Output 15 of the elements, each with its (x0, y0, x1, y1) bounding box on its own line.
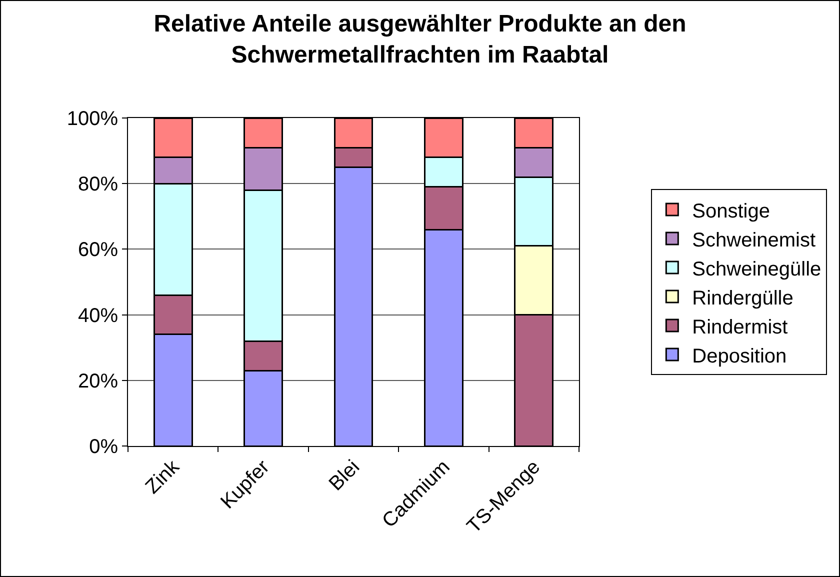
x-tick-label: Blei (324, 456, 364, 496)
chart-title: Relative Anteile ausgewählter Produkte an den Schwermetallfrachten im Raabtal (154, 10, 686, 69)
legend-label: Rindermist (692, 316, 788, 338)
x-tick-label: Zink (141, 455, 184, 498)
y-tick-label: 0% (89, 436, 118, 458)
y-tick-label: 60% (78, 239, 118, 262)
legend-label: Deposition (692, 345, 787, 368)
legend-label: Schweinemist (692, 229, 816, 252)
legend-label: Sonstige (692, 200, 770, 222)
y-tick-label: 80% (78, 174, 118, 196)
y-tick-label: 40% (78, 304, 118, 327)
legend-label: Rindergülle (692, 287, 794, 310)
y-tick-label: 100% (66, 108, 118, 130)
y-tick-label: 20% (78, 370, 118, 392)
legend-label: Schweinegülle (692, 258, 822, 280)
